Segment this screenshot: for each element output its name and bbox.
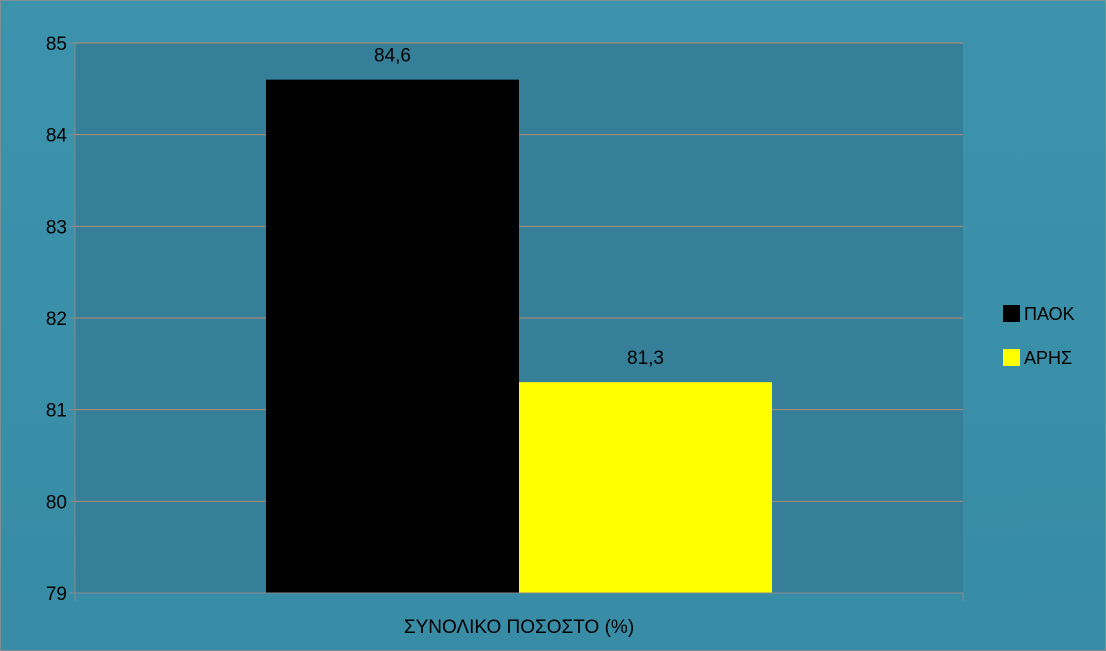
y-tick-label: 83 bbox=[46, 217, 67, 238]
legend-swatch bbox=[1003, 305, 1020, 322]
labels: 79 80 81 82 83 84 85 84,6 81,3 ΣΥΝΟΛΙΚΟ ΠΟΣΟΣΤΟ (… bbox=[46, 34, 664, 638]
y-tick-label: 79 bbox=[46, 584, 67, 605]
data-label: 81,3 bbox=[627, 348, 664, 369]
y-tick-label: 84 bbox=[46, 126, 68, 147]
y-tick-label: 81 bbox=[46, 401, 67, 422]
y-tick-label: 80 bbox=[46, 492, 67, 513]
legend-swatch bbox=[1003, 349, 1020, 366]
y-tick-label: 85 bbox=[46, 34, 67, 55]
legend: ΠΑΟΚ ΑΡΗΣ bbox=[1003, 304, 1075, 368]
bar-paok bbox=[266, 79, 519, 593]
data-label: 84,6 bbox=[374, 46, 411, 67]
y-tick-label: 82 bbox=[46, 309, 67, 330]
axes bbox=[74, 43, 964, 601]
legend-label: ΑΡΗΣ bbox=[1024, 348, 1072, 368]
x-category-label: ΣΥΝΟΛΙΚΟ ΠΟΣΟΣΤΟ (%) bbox=[404, 617, 634, 638]
legend-label: ΠΑΟΚ bbox=[1024, 304, 1075, 324]
bars bbox=[266, 79, 772, 593]
bar-aris bbox=[519, 382, 772, 593]
